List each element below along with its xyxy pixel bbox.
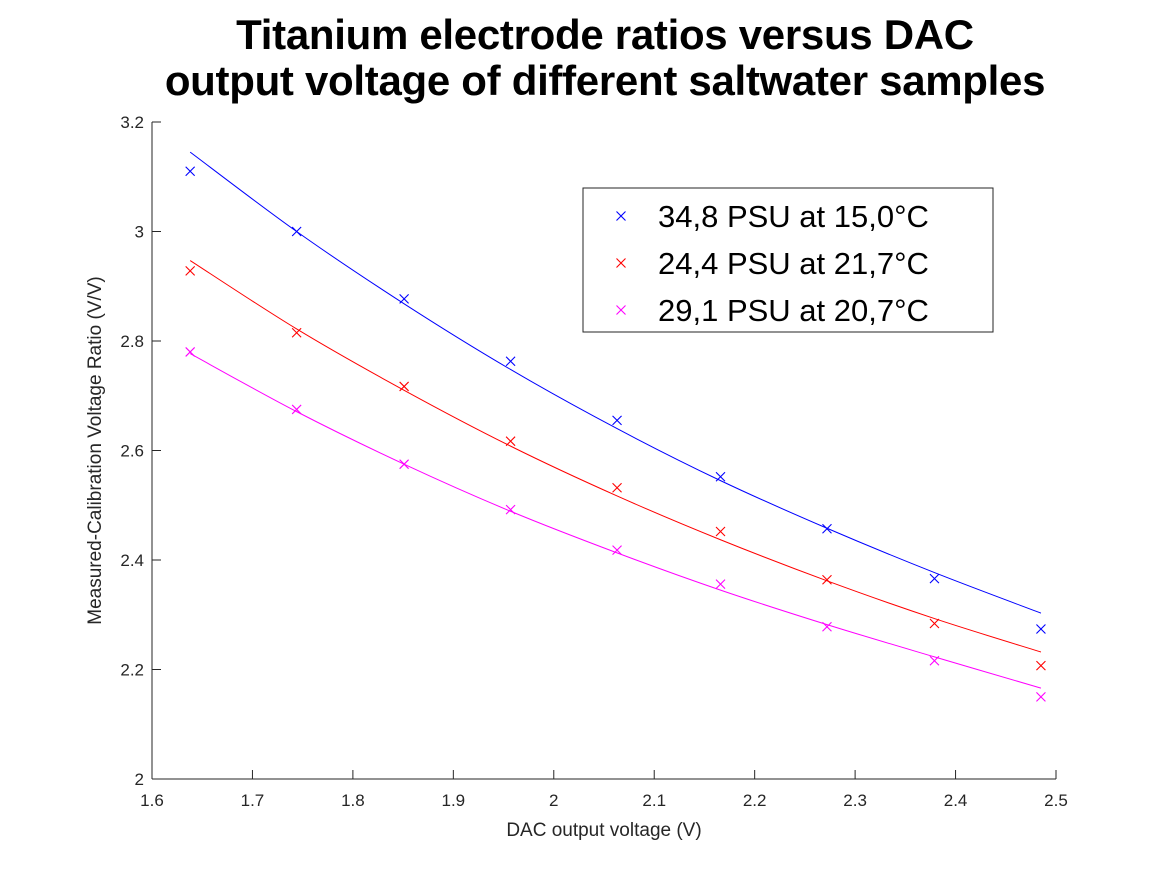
x-tick-label: 2.4 — [944, 791, 968, 810]
fit-curve — [189, 353, 1042, 689]
data-point-marker — [399, 459, 410, 470]
data-point-marker — [399, 381, 410, 392]
data-point-marker — [291, 226, 302, 237]
data-point-marker — [822, 574, 832, 585]
legend: 34,8 PSU at 15,0°C 24,4 PSU at 21,7°C 29,1… — [582, 187, 994, 333]
y-tick-label: 2.2 — [120, 661, 144, 680]
x-tick-label: 2 — [549, 791, 558, 810]
legend-marker — [616, 258, 626, 268]
legend-entry: 29,1 PSU at 20,7°C — [616, 293, 929, 328]
fit-curve — [189, 260, 1042, 653]
legend-entry: 34,8 PSU at 15,0°C — [616, 199, 929, 234]
data-point-marker — [715, 526, 726, 537]
y-tick-label: 3 — [135, 223, 144, 242]
data-point-marker — [185, 347, 196, 357]
data-point-marker — [929, 655, 940, 666]
data-point-marker — [505, 436, 516, 447]
x-tick-label: 1.8 — [341, 791, 365, 810]
y-tick-label: 2.8 — [120, 332, 144, 351]
data-point-marker — [1036, 624, 1046, 634]
legend-label: 34,8 PSU at 15,0°C — [658, 199, 929, 234]
legend-marker — [616, 211, 626, 221]
x-tick-label: 1.6 — [140, 791, 164, 810]
data-point-marker — [505, 356, 516, 367]
y-tick-label: 2 — [135, 770, 144, 789]
data-point-marker — [929, 573, 940, 584]
data-point-marker — [505, 504, 516, 515]
y-axis-label: Measured-Calibration Voltage Ratio (V/V) — [85, 276, 106, 625]
data-point-marker — [185, 166, 196, 177]
data-point-marker — [822, 523, 832, 534]
data-point-marker — [612, 415, 622, 426]
y-tick-label: 3.2 — [120, 113, 144, 132]
axes: 1.6 1.7 1.8 1.9 2 2.1 2.2 2.3 2.4 2.5 2 2.2 2.4 2.6 2.… — [120, 113, 1067, 810]
x-tick-label: 2.5 — [1044, 791, 1068, 810]
data-point-marker — [929, 618, 940, 629]
data-point-marker — [291, 327, 302, 338]
x-tick-label: 2.2 — [743, 791, 767, 810]
legend-marker — [616, 305, 626, 315]
x-axis-label: DAC output voltage (V) — [506, 820, 701, 841]
legend-entry: 24,4 PSU at 21,7°C — [616, 246, 929, 281]
data-point-marker — [185, 266, 196, 276]
data-point-marker — [612, 482, 622, 493]
data-point-marker — [822, 621, 832, 632]
data-point-marker — [291, 404, 302, 415]
data-point-marker — [612, 545, 622, 556]
y-tick-label: 2.6 — [120, 442, 144, 461]
data-point-marker — [1036, 660, 1046, 671]
plot-area — [185, 151, 1046, 702]
series-1 — [185, 151, 1046, 634]
series-2 — [185, 260, 1046, 671]
data-point-marker — [399, 293, 410, 304]
chart-title: Titanium electrode ratios versus DAC out… — [0, 12, 1167, 104]
legend-label: 29,1 PSU at 20,7°C — [658, 293, 929, 328]
x-tick-label: 1.7 — [241, 791, 265, 810]
chart-title-line-1: Titanium electrode ratios versus DAC — [236, 11, 974, 58]
chart-title-line-2: output voltage of different saltwater sa… — [164, 57, 1046, 104]
legend-label: 24,4 PSU at 21,7°C — [658, 246, 929, 281]
data-point-marker — [715, 579, 726, 589]
series-3 — [185, 347, 1046, 702]
x-tick-label: 1.9 — [442, 791, 466, 810]
x-tick-label: 2.1 — [642, 791, 666, 810]
y-tick-label: 2.4 — [120, 551, 144, 570]
fit-curve — [189, 151, 1042, 614]
legend-box — [582, 187, 994, 333]
data-point-marker — [715, 471, 726, 482]
x-tick-label: 2.3 — [843, 791, 867, 810]
data-point-marker — [1036, 691, 1046, 702]
